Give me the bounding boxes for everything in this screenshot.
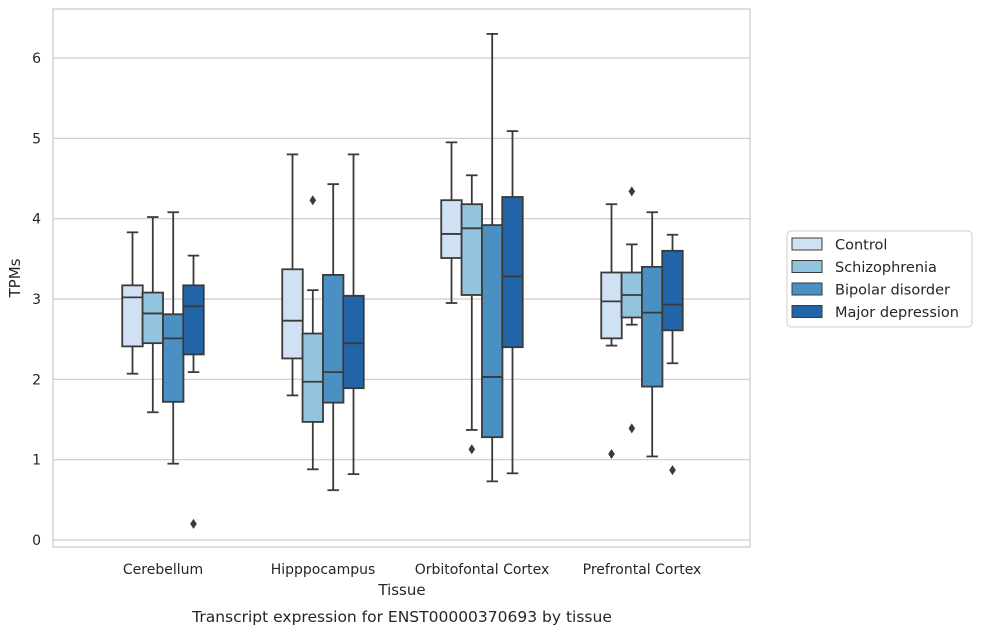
y-tick-label: 0 xyxy=(32,533,41,549)
outlier-point xyxy=(628,423,636,434)
legend: Control Schizophrenia Bipolar disorder Majo… xyxy=(786,230,973,328)
x-axis-label: Tissue xyxy=(377,581,425,599)
y-tick-label: 5 xyxy=(32,131,41,147)
box-bipolar-disorder-3 xyxy=(641,211,664,458)
box-iqr xyxy=(121,284,144,348)
box-iqr xyxy=(162,313,185,403)
box-iqr xyxy=(182,284,205,356)
y-tick-labels: 0 1 2 3 4 5 6 xyxy=(32,51,41,549)
y-tick-label: 6 xyxy=(32,51,41,67)
x-tick-label: Prefrontal Cortex xyxy=(583,562,702,578)
box-iqr xyxy=(440,199,463,259)
x-tick-labels: Cerebellum Hipppocampus Orbitofontal Corte… xyxy=(123,562,701,578)
box-iqr xyxy=(661,249,684,332)
box-iqr xyxy=(481,224,504,439)
outlier-point xyxy=(608,449,615,460)
gridlines xyxy=(53,57,750,541)
legend-swatch-control xyxy=(791,237,823,251)
box-control-1 xyxy=(281,153,304,397)
legend-label-bipolar-disorder: Bipolar disorder xyxy=(835,283,950,299)
legend-label-schizophrenia: Schizophrenia xyxy=(835,260,937,276)
legend-swatch-schizophrenia xyxy=(791,260,823,273)
outlier-point xyxy=(669,465,676,476)
outlier-point xyxy=(190,518,197,529)
box-iqr xyxy=(301,332,324,423)
box-schizophrenia-3 xyxy=(620,186,643,434)
outlier-point xyxy=(309,195,317,206)
legend-swatch-bipolar-disorder xyxy=(791,282,823,296)
outlier-point xyxy=(468,444,476,455)
box-iqr xyxy=(281,268,304,360)
box-iqr xyxy=(141,291,164,345)
legend-frame xyxy=(786,230,973,328)
y-tick-label: 3 xyxy=(32,292,41,308)
box-schizophrenia-1 xyxy=(301,195,324,471)
y-axis-label: TPMs xyxy=(6,258,24,298)
box-iqr xyxy=(600,271,623,340)
box-schizophrenia-0 xyxy=(141,216,164,414)
y-tick-label: 2 xyxy=(32,372,41,388)
outlier-point xyxy=(628,186,636,197)
box-iqr xyxy=(460,203,483,296)
box-bipolar-disorder-1 xyxy=(322,183,345,492)
y-tick-label: 1 xyxy=(32,453,41,469)
x-tick-label: Hipppocampus xyxy=(271,562,376,578)
legend-label-major-depression: Major depression xyxy=(835,305,959,321)
y-tick-label: 4 xyxy=(32,212,41,228)
box-iqr xyxy=(641,265,664,388)
box-series xyxy=(121,33,684,529)
box-major-depression-3 xyxy=(661,233,684,476)
legend-label-control: Control xyxy=(835,238,887,254)
x-tick-label: Orbitofontal Cortex xyxy=(415,562,550,578)
box-control-3 xyxy=(600,203,623,460)
legend-swatch-major-depression xyxy=(791,305,823,318)
x-tick-label: Cerebellum xyxy=(123,562,203,578)
box-bipolar-disorder-0 xyxy=(162,211,185,465)
box-major-depression-0 xyxy=(182,254,205,529)
box-iqr xyxy=(342,294,365,390)
box-iqr xyxy=(501,196,524,349)
box-major-depression-2 xyxy=(501,130,524,475)
figure-caption: Transcript expression for ENST0000037069… xyxy=(191,608,612,626)
box-major-depression-1 xyxy=(342,153,365,476)
box-iqr xyxy=(322,273,345,404)
